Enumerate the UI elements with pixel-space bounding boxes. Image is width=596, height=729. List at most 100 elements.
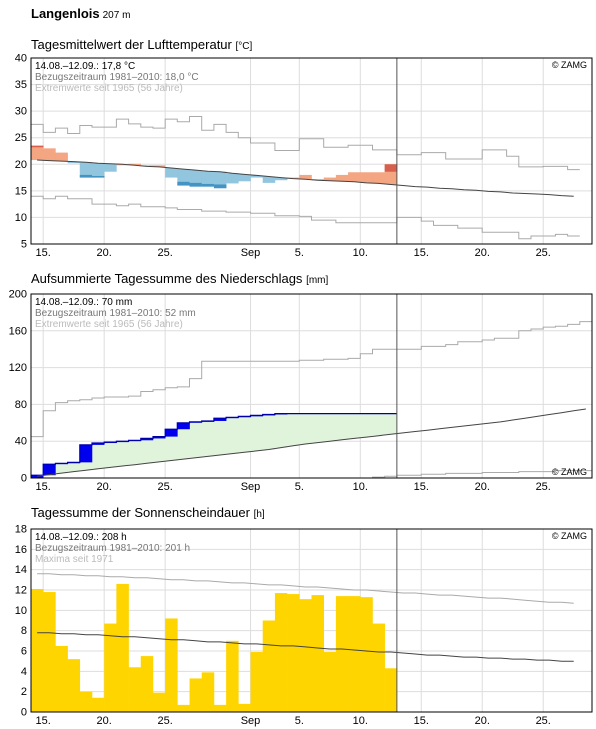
sunshine-bar (152, 692, 166, 712)
sunshine-ytick-label: 6 (21, 646, 27, 658)
temperature-bar (299, 174, 312, 180)
sunshine-ytick-label: 2 (21, 686, 27, 698)
precipitation-increment (213, 418, 227, 421)
precipitation-ytick-label: 0 (21, 473, 27, 485)
precipitation-increment (165, 429, 178, 437)
temperature-xtick-label: 20. (97, 247, 112, 259)
precipitation-xtick-label: 5. (295, 481, 304, 493)
sunshine-xtick-label: 10. (353, 715, 368, 727)
temperature-normal-line (37, 159, 574, 197)
sunshine-bar (250, 652, 264, 712)
temperature-bar (104, 163, 117, 172)
sunshine-bar (128, 667, 142, 712)
precipitation-increment (140, 438, 154, 441)
precipitation-credit: © ZAMG (552, 467, 587, 477)
precipitation-ytick-label: 40 (15, 436, 27, 448)
temperature-xtick-label: 25. (158, 247, 173, 259)
precipitation-xtick-label: 15. (414, 481, 429, 493)
sunshine-bar (79, 691, 93, 712)
temperature-bar (250, 175, 264, 178)
precipitation-increment (43, 464, 56, 476)
precipitation-unit: [mm] (306, 275, 329, 286)
precipitation-increment (152, 436, 166, 439)
precipitation-xtick-label: 20. (97, 481, 112, 493)
temperature-ytick-label: 5 (21, 239, 27, 251)
sunshine-bar (372, 623, 385, 712)
temperature-bar (213, 171, 227, 189)
temperature-bar (335, 174, 349, 182)
temperature-xtick-label: 15. (414, 247, 429, 259)
sunshine-ytick-label: 14 (15, 564, 27, 576)
sunshine-normal-line (37, 632, 574, 662)
precipitation-xtick-label: 10. (353, 481, 368, 493)
temperature-frame (30, 57, 593, 245)
temperature-xtick-label: 10. (353, 247, 368, 259)
precipitation-surplus-area (31, 413, 397, 477)
sunshine-ytick-label: 12 (15, 585, 27, 597)
sunshine-bar (91, 697, 105, 712)
sunshine-bar (67, 659, 81, 712)
temperature-xtick-label: Sep (241, 247, 261, 259)
sunshine-bar (201, 672, 215, 712)
sunshine-ytick-label: 10 (15, 605, 27, 617)
precipitation-min-extreme (31, 470, 592, 479)
temperature-bar (226, 173, 239, 184)
precipitation-xtick-label: 25. (158, 481, 173, 493)
precipitation-xtick-label: 15. (36, 481, 51, 493)
precipitation-title: Aufsummierte Tagessumme des Niederschlag… (31, 271, 328, 286)
temperature-chart: 5 10 15 20 25 30 35 40 15. 20. 25. Sep 5. 10. 15. 20. 25… (15, 53, 593, 259)
precipitation-normal-line (37, 408, 586, 477)
temperature-min-extreme (31, 195, 580, 240)
sunshine-ytick-label: 0 (21, 707, 27, 719)
temperature-bar (43, 148, 56, 161)
sunshine-bar (348, 596, 361, 712)
sunshine-xtick-label: 15. (414, 715, 429, 727)
sunshine-ytick-label: 4 (21, 666, 27, 678)
temperature-title-text: Tagesmittelwert der Lufttemperatur (31, 37, 232, 52)
sunshine-xtick-label: 25. (536, 715, 551, 727)
temperature-bar (201, 171, 215, 187)
temperature-bar (140, 165, 154, 167)
temperature-bar (152, 165, 166, 167)
temperature-ytick-label: 25 (15, 132, 27, 144)
sunshine-xtick-label: 15. (36, 715, 51, 727)
sunshine-title-text: Tagessumme der Sonnenscheindauer (31, 505, 250, 520)
sunshine-bar (43, 592, 56, 712)
sunshine-chart: 0 2 4 6 8 10 12 14 16 18 15. 20. 25. Sep 5. 10. 15. 20. 25… (15, 524, 593, 727)
sunshine-bar (226, 640, 239, 712)
precipitation-max-extreme (31, 321, 592, 438)
temperature-ytick-label: 10 (15, 212, 27, 224)
precipitation-ytick-label: 160 (9, 325, 27, 337)
sunshine-xtick-label: 20. (475, 715, 490, 727)
precipitation-xtick-label: 20. (475, 481, 490, 493)
temperature-xtick-label: 25. (536, 247, 551, 259)
temperature-bar-strong (213, 184, 227, 189)
sunshine-reference: Bezugszeitraum 1981–2010: 201 h (35, 543, 190, 554)
station-name: Langenlois (31, 6, 100, 21)
precipitation-title-text: Aufsummierte Tagessumme des Niederschlag… (31, 271, 303, 286)
precipitation-xtick-label: Sep (241, 481, 261, 493)
precipitation-xtick-label: 25. (536, 481, 551, 493)
temperature-xtick-label: 5. (295, 247, 304, 259)
temperature-bar (287, 177, 300, 179)
sunshine-title: Tagessumme der Sonnenscheindauer [h] (31, 505, 265, 520)
temperature-ytick-label: 20 (15, 159, 27, 171)
sunshine-ytick-label: 8 (21, 625, 27, 637)
temperature-bar (274, 177, 288, 181)
temperature-ytick-label: 30 (15, 106, 27, 118)
precipitation-summary: 14.08.–12.09.: 70 mm (35, 297, 132, 308)
sunshine-summary: 14.08.–12.09.: 208 h (35, 532, 127, 543)
sunshine-bar (287, 594, 300, 712)
temperature-bar (189, 170, 203, 187)
precipitation-ytick-label: 120 (9, 362, 27, 374)
sunshine-xtick-label: 20. (97, 715, 112, 727)
temperature-ytick-label: 35 (15, 79, 27, 91)
temperature-bar-strong (79, 174, 93, 178)
precipitation-extremes: Extremwerte seit 1965 (56 Jahre) (35, 319, 183, 330)
temperature-bar (91, 163, 105, 178)
precipitation-reference: Bezugszeitraum 1981–2010: 52 mm (35, 308, 196, 319)
sunshine-bar (177, 704, 190, 712)
temperature-ytick-label: 15 (15, 185, 27, 197)
temperature-bar-strong (201, 183, 215, 187)
